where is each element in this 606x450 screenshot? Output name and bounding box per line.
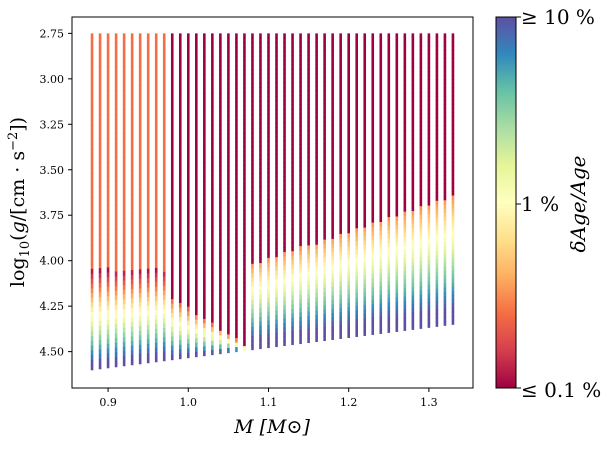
colorbar-label-top: ≥ 10 % [521, 5, 595, 29]
y-tick-label: 3.50 [40, 164, 65, 177]
colorbar-label-bottom: ≤ 0.1 % [521, 378, 601, 402]
x-tick-label: 1.3 [420, 396, 438, 409]
colorbar-label-mid: 1 % [521, 192, 559, 216]
y-tick-label: 3.25 [40, 118, 65, 131]
x-tick-label: 1.0 [180, 396, 198, 409]
x-axis: 0.9 1.0 1.1 1.2 1.3 [99, 388, 438, 409]
x-tick-label: 0.9 [99, 396, 117, 409]
track-lines [90, 33, 455, 371]
y-tick-label: 4.50 [40, 346, 65, 359]
x-axis-title: M [M⊙] [233, 416, 310, 438]
x-tick-label: 1.2 [340, 396, 358, 409]
x-tick-label: 1.1 [260, 396, 278, 409]
y-tick-label: 4.25 [40, 300, 65, 313]
colorbar [495, 16, 517, 389]
y-axis: 2.75 3.00 3.25 3.50 3.75 4.00 4.25 4.50 [40, 27, 72, 359]
y-tick-label: 2.75 [40, 27, 65, 40]
y-tick-label: 3.00 [40, 73, 65, 86]
colorbar-title: δAge/Age [566, 156, 590, 253]
y-tick-label: 3.75 [40, 209, 65, 222]
plot-frame [71, 16, 474, 389]
y-tick-label: 4.00 [40, 255, 65, 268]
y-axis-title: log10(g/[cm · s−2]) [6, 117, 33, 287]
